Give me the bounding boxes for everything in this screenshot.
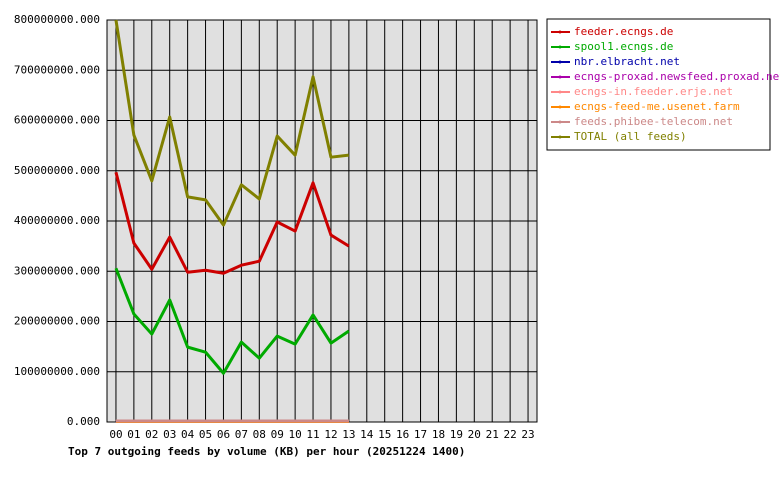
x-tick-label: 11 — [306, 428, 319, 441]
x-tick-label: 21 — [486, 428, 499, 441]
legend-label: ecngs-in.feeder.erje.net — [574, 85, 733, 98]
x-tick-label: 08 — [253, 428, 266, 441]
x-tick-label: 18 — [432, 428, 445, 441]
series-line — [114, 171, 350, 275]
y-tick-label: 0.000 — [67, 415, 100, 428]
legend-marker — [558, 105, 562, 109]
y-tick-label: 600000000.000 — [14, 114, 100, 127]
series-line — [114, 267, 350, 375]
x-tick-label: 06 — [217, 428, 230, 441]
x-tick-label: 02 — [145, 428, 158, 441]
x-tick-label: 07 — [235, 428, 248, 441]
y-tick-label: 100000000.000 — [14, 365, 100, 378]
legend-label: spool1.ecngs.de — [574, 40, 673, 53]
series-line — [114, 19, 350, 227]
x-tick-label: 05 — [199, 428, 212, 441]
legend-label: feeds.phibee-telecom.net — [574, 115, 733, 128]
legend-marker — [558, 90, 562, 94]
legend-marker — [558, 60, 562, 64]
x-tick-label: 19 — [450, 428, 463, 441]
x-tick-label: 09 — [271, 428, 284, 441]
x-tick-label: 14 — [360, 428, 374, 441]
legend — [546, 18, 771, 151]
x-tick-label: 01 — [127, 428, 140, 441]
x-tick-label: 03 — [163, 428, 176, 441]
x-tick-label: 04 — [181, 428, 195, 441]
y-tick-label: 200000000.000 — [14, 315, 100, 328]
legend-label: feeder.ecngs.de — [574, 25, 673, 38]
legend-label: ecngs-feed-me.usenet.farm — [574, 100, 740, 113]
x-tick-label: 00 — [109, 428, 122, 441]
y-tick-label: 800000000.000 — [14, 13, 100, 26]
legend-label: nbr.elbracht.net — [574, 55, 680, 68]
legend-marker — [558, 120, 562, 124]
x-tick-label: 23 — [521, 428, 534, 441]
y-tick-label: 300000000.000 — [14, 264, 100, 277]
legend-marker — [558, 135, 562, 139]
x-tick-label: 13 — [342, 428, 355, 441]
legend-label: TOTAL (all feeds) — [574, 130, 687, 143]
legend-marker — [558, 75, 562, 79]
x-tick-label: 16 — [396, 428, 409, 441]
chart-title: Top 7 outgoing feeds by volume (KB) per … — [68, 445, 465, 458]
x-tick-label: 10 — [289, 428, 302, 441]
x-tick-label: 22 — [504, 428, 517, 441]
y-tick-label: 500000000.000 — [14, 164, 100, 177]
x-tick-label: 20 — [468, 428, 481, 441]
x-tick-label: 12 — [324, 428, 337, 441]
legend-label: ecngs-proxad.newsfeed.proxad.net — [574, 70, 780, 83]
y-tick-label: 400000000.000 — [14, 214, 100, 227]
legend-marker — [558, 45, 562, 49]
legend-marker — [558, 30, 562, 34]
y-tick-label: 700000000.000 — [14, 63, 100, 76]
x-tick-label: 15 — [378, 428, 391, 441]
x-tick-label: 17 — [414, 428, 427, 441]
